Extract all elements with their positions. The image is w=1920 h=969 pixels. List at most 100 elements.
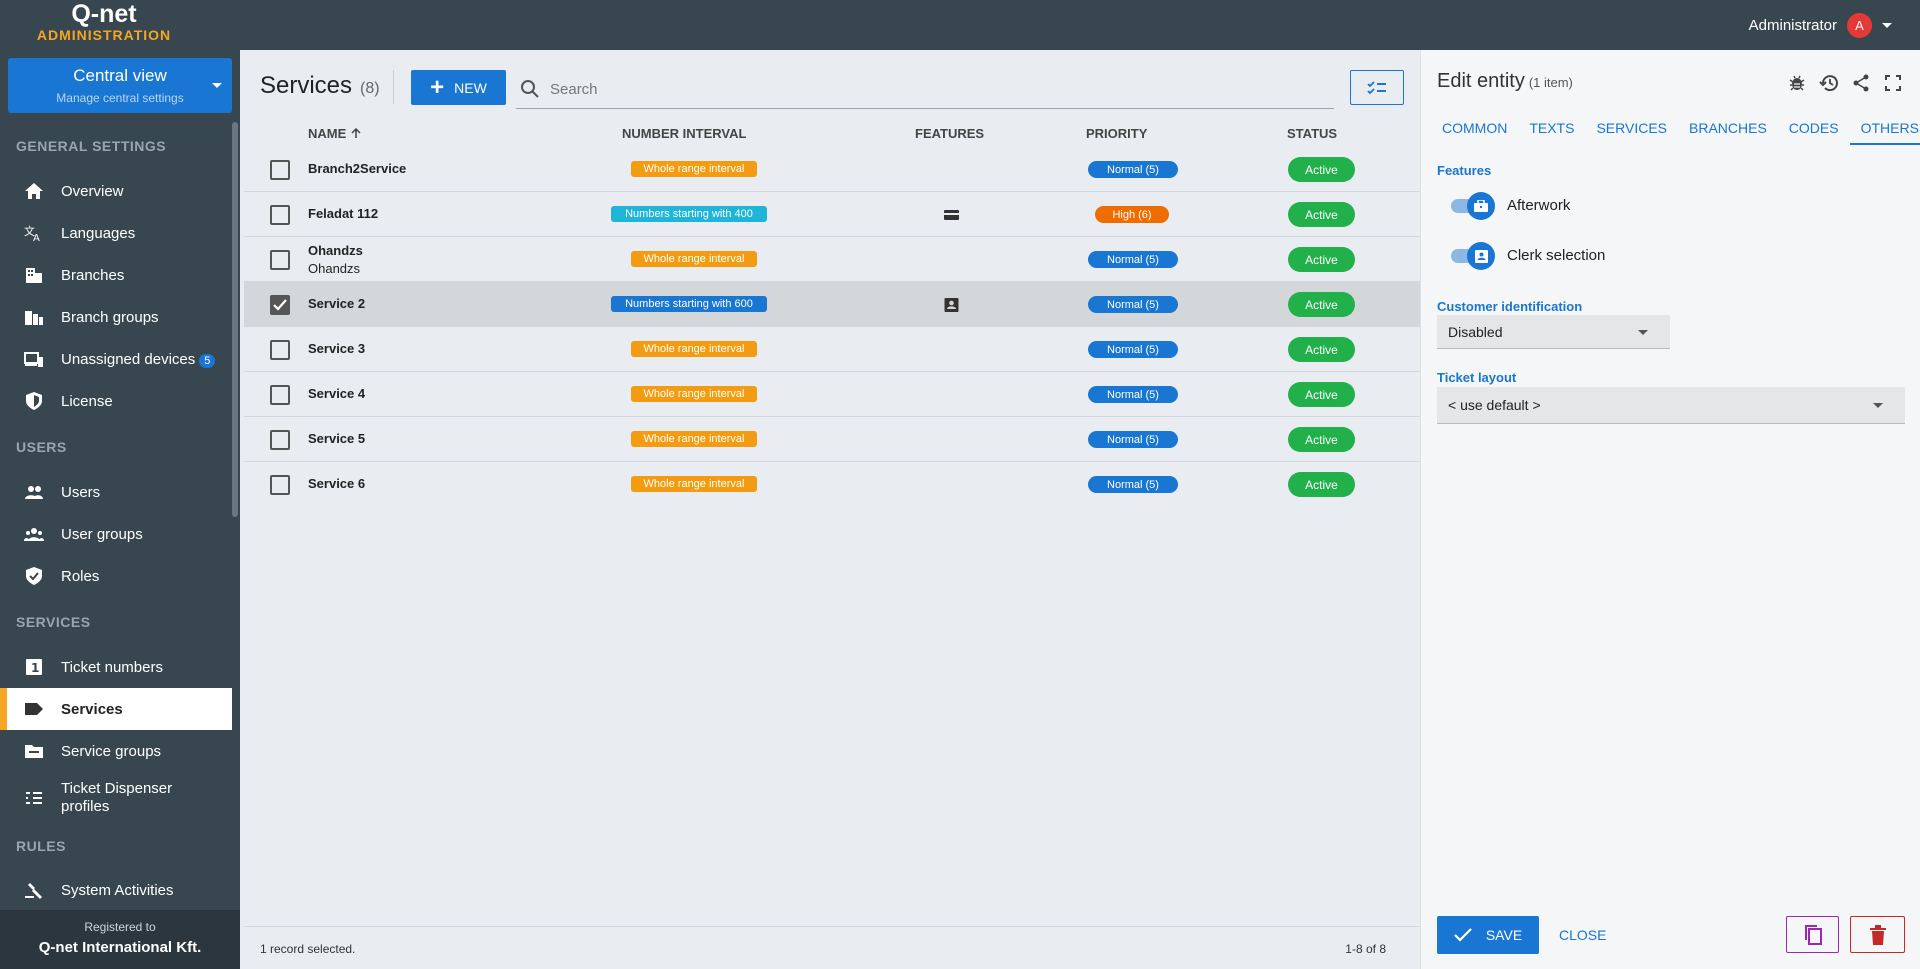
central-view-selector[interactable]: Central view Manage central settings bbox=[8, 58, 232, 113]
sidebar-item-label: Branch groups bbox=[61, 308, 159, 326]
section-users: USERS bbox=[16, 439, 67, 455]
svg-text:A: A bbox=[33, 233, 40, 242]
interval-tag: Whole range interval bbox=[631, 386, 757, 402]
duplicate-button[interactable] bbox=[1786, 916, 1839, 953]
row-checkbox[interactable] bbox=[270, 340, 290, 360]
record-count: (8) bbox=[360, 80, 380, 97]
column-name[interactable]: NAME bbox=[308, 126, 361, 141]
svg-text:1: 1 bbox=[31, 661, 39, 675]
tab-texts[interactable]: TEXTS bbox=[1529, 120, 1575, 136]
table-header: NAME NUMBER INTERVAL FEATURES PRIORITY S… bbox=[244, 122, 1420, 147]
sidebar-item-label: Branches bbox=[61, 266, 125, 284]
status-badge: Active bbox=[1288, 382, 1355, 407]
service-subtitle: Ohandzs bbox=[308, 261, 361, 276]
row-checkbox[interactable] bbox=[270, 475, 290, 495]
status-badge: Active bbox=[1288, 247, 1355, 272]
table-row[interactable]: Branch2Service Whole range interval Norm… bbox=[244, 147, 1420, 192]
save-button[interactable]: SAVE bbox=[1437, 916, 1539, 954]
tab-common[interactable]: COMMON bbox=[1442, 120, 1508, 136]
copy-icon bbox=[1804, 924, 1822, 945]
share-icon[interactable] bbox=[1850, 72, 1872, 94]
priority-badge: Normal (5) bbox=[1088, 251, 1178, 268]
check-icon bbox=[1454, 928, 1472, 942]
ticket-layout-select[interactable]: < use default > bbox=[1437, 387, 1905, 424]
interval-tag: Whole range interval bbox=[631, 251, 757, 267]
row-checkbox[interactable] bbox=[270, 205, 290, 225]
sidebar-item-system-activities[interactable]: System Activities bbox=[0, 869, 232, 911]
sidebar-item-user-groups[interactable]: User groups bbox=[0, 513, 232, 555]
row-checkbox-checked[interactable] bbox=[270, 295, 290, 315]
features-section-label: Features bbox=[1437, 163, 1492, 178]
sidebar-item-overview[interactable]: Overview bbox=[0, 170, 232, 212]
interval-tag: Whole range interval bbox=[631, 431, 757, 447]
row-checkbox[interactable] bbox=[270, 250, 290, 270]
column-status[interactable]: STATUS bbox=[1287, 126, 1338, 141]
tab-others[interactable]: OTHERS bbox=[1849, 112, 1920, 145]
new-button[interactable]: + NEW bbox=[411, 70, 506, 105]
chevron-down-icon bbox=[1882, 23, 1892, 28]
column-number-interval[interactable]: NUMBER INTERVAL bbox=[622, 126, 747, 141]
sidebar-item-services[interactable]: Services bbox=[0, 688, 232, 730]
service-name: Service 4 bbox=[308, 386, 366, 401]
user-menu[interactable]: Administrator A bbox=[1749, 13, 1892, 38]
bug-icon[interactable] bbox=[1786, 72, 1808, 94]
table-row[interactable]: Service 6 Whole range interval Normal (5… bbox=[244, 462, 1420, 507]
sidebar-item-ticket-dispenser-profiles[interactable]: Ticket Dispenser profiles bbox=[0, 772, 232, 824]
table-row[interactable]: Service 5 Whole range interval Normal (5… bbox=[244, 417, 1420, 462]
dropdown-arrow-icon bbox=[1638, 330, 1648, 335]
delete-button[interactable] bbox=[1850, 916, 1905, 953]
sidebar-item-ticket-numbers[interactable]: 1 Ticket numbers bbox=[0, 646, 232, 688]
arrow-up-icon bbox=[351, 128, 361, 138]
new-button-label: NEW bbox=[454, 79, 487, 96]
afterwork-toggle[interactable] bbox=[1451, 192, 1495, 220]
customer-identification-select[interactable]: Disabled bbox=[1437, 315, 1670, 349]
central-view-subtitle: Manage central settings bbox=[56, 91, 184, 105]
column-settings-button[interactable] bbox=[1350, 70, 1404, 105]
sidebar-item-roles[interactable]: Roles bbox=[0, 555, 232, 597]
sidebar-item-users[interactable]: Users bbox=[0, 471, 232, 513]
service-name: Service 3 bbox=[308, 341, 366, 356]
table-row[interactable]: Feladat 112 Numbers starting with 400 Hi… bbox=[244, 192, 1420, 237]
sidebar-item-service-groups[interactable]: Service groups bbox=[0, 730, 232, 772]
tab-branches[interactable]: BRANCHES bbox=[1689, 120, 1767, 136]
sidebar-item-license[interactable]: License bbox=[0, 380, 232, 422]
qnet-logo[interactable]: Q-net ADMINISTRATION bbox=[34, 2, 174, 44]
panel-title-text: Edit entity bbox=[1437, 70, 1525, 92]
row-checkbox[interactable] bbox=[270, 430, 290, 450]
sidebar-item-label: Users bbox=[61, 483, 101, 501]
registered-company: Q-net International Kft. bbox=[38, 939, 202, 956]
registration-info: Registered to Q-net International Kft. bbox=[0, 910, 240, 969]
table-row-selected[interactable]: Service 2 Numbers starting with 600 Norm… bbox=[244, 282, 1420, 327]
fullscreen-icon[interactable] bbox=[1882, 72, 1904, 94]
search-input[interactable] bbox=[550, 80, 1250, 98]
table-row[interactable]: Service 3 Whole range interval Normal (5… bbox=[244, 327, 1420, 372]
sidebar-scrollbar[interactable] bbox=[232, 122, 238, 517]
column-priority[interactable]: PRIORITY bbox=[1086, 126, 1148, 141]
sidebar-item-branch-groups[interactable]: Branch groups bbox=[0, 296, 232, 338]
divider bbox=[393, 70, 394, 104]
gavel-icon bbox=[25, 883, 42, 899]
close-button[interactable]: CLOSE bbox=[1559, 927, 1607, 943]
briefcase-icon bbox=[1474, 200, 1488, 212]
table-row[interactable]: Service 4 Whole range interval Normal (5… bbox=[244, 372, 1420, 417]
credit-card-icon bbox=[944, 210, 959, 220]
table-row[interactable]: Ohandzs Ohandzs Whole range interval Nor… bbox=[244, 237, 1420, 282]
column-features[interactable]: FEATURES bbox=[915, 126, 985, 141]
dropdown-arrow-icon bbox=[1873, 403, 1883, 408]
row-checkbox[interactable] bbox=[270, 385, 290, 405]
sidebar-item-branches[interactable]: Branches bbox=[0, 254, 232, 296]
history-icon[interactable] bbox=[1818, 72, 1840, 94]
tab-codes[interactable]: CODES bbox=[1788, 120, 1839, 136]
tab-services[interactable]: SERVICES bbox=[1596, 120, 1667, 136]
sidebar-item-text: Unassigned devices bbox=[61, 350, 196, 368]
priority-badge: Normal (5) bbox=[1088, 161, 1178, 178]
count-badge: 5 bbox=[199, 353, 216, 368]
logo-subtitle: ADMINISTRATION bbox=[36, 27, 172, 43]
sidebar-item-label: Overview bbox=[61, 182, 124, 200]
sidebar-item-unassigned-devices[interactable]: Unassigned devices 5 bbox=[0, 338, 232, 380]
row-checkbox[interactable] bbox=[270, 160, 290, 180]
service-name: Feladat 112 bbox=[308, 206, 379, 221]
clerk-selection-toggle[interactable] bbox=[1451, 242, 1495, 270]
ticket-layout-label: Ticket layout bbox=[1437, 370, 1517, 385]
